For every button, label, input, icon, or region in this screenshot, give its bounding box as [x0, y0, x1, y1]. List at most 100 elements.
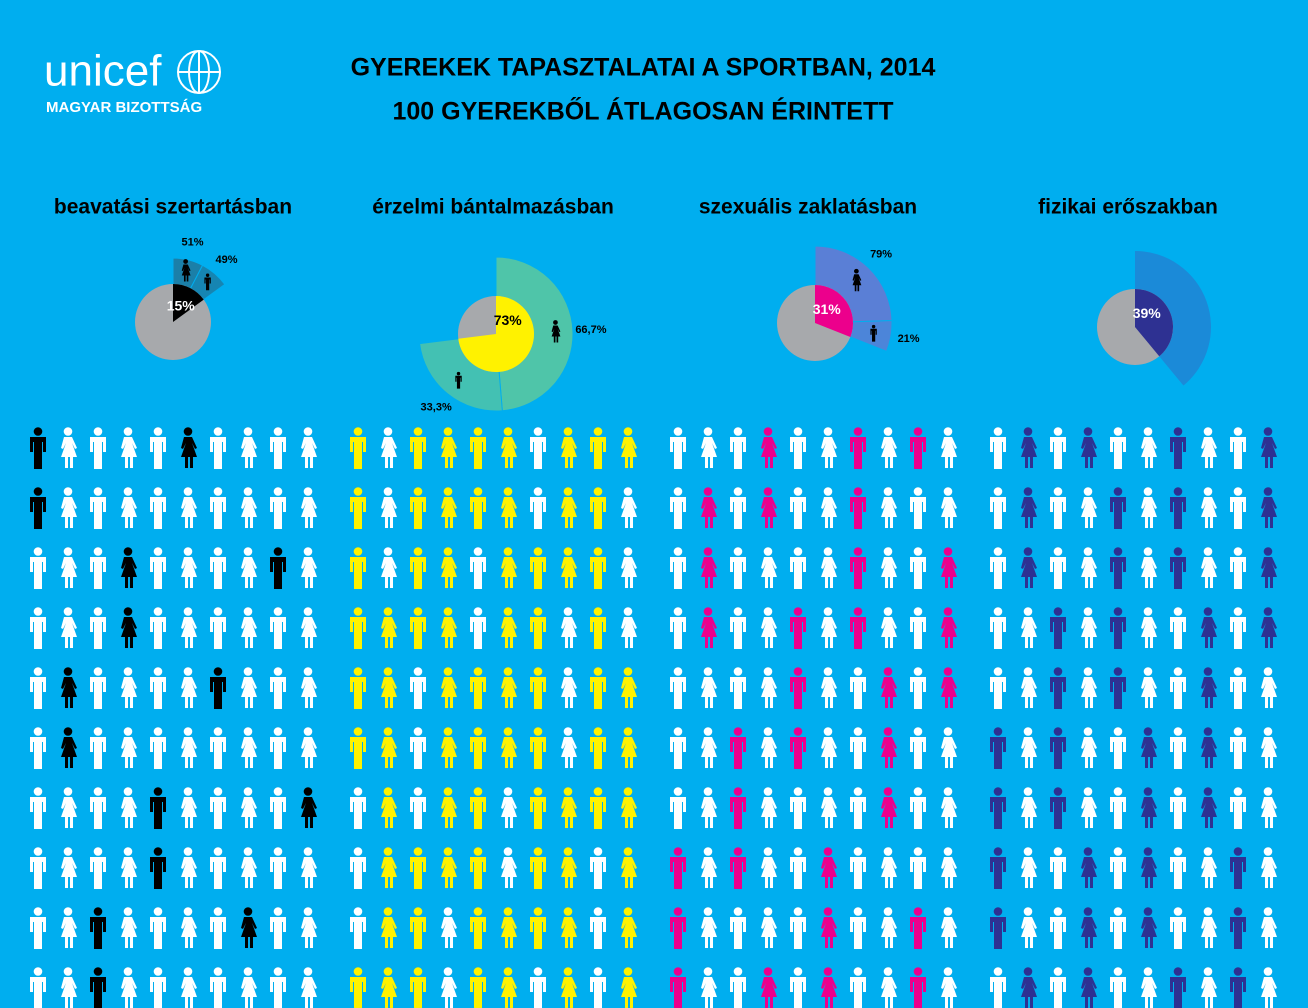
boy-figure: [150, 667, 166, 709]
girl-figure: [621, 967, 637, 1008]
boy-figure: [670, 727, 686, 769]
boy-figure: [350, 667, 366, 709]
girl-figure: [1141, 667, 1157, 708]
girl-figure: [941, 787, 957, 828]
girl-figure: [761, 427, 777, 468]
boy-figure: [530, 427, 546, 469]
boy-figure: [870, 324, 877, 342]
boy-figure: [850, 487, 866, 529]
boy-figure: [1050, 967, 1066, 1008]
panel-title: fizikai erőszakban: [1038, 196, 1218, 219]
girl-figure: [1141, 547, 1157, 588]
girl-figure: [121, 727, 137, 768]
girl-figure: [1081, 547, 1097, 588]
girl-figure: [441, 607, 457, 648]
boy-figure: [470, 487, 486, 529]
girl-figure: [121, 487, 137, 528]
girl-figure: [241, 547, 257, 588]
girl-figure: [701, 547, 717, 588]
girl-figure: [821, 787, 837, 828]
boy-figure: [1230, 547, 1246, 589]
girl-figure: [761, 847, 777, 888]
girl-figure: [881, 487, 897, 528]
boy-figure: [30, 427, 46, 469]
girl-figure: [381, 787, 397, 828]
girl-figure: [761, 547, 777, 588]
girl-figure: [381, 607, 397, 648]
girl-figure: [1141, 607, 1157, 648]
girl-figure: [561, 727, 577, 768]
boy-figure: [910, 427, 926, 469]
girl-figure: [241, 847, 257, 888]
girl-figure: [61, 547, 77, 588]
boy-figure: [90, 487, 106, 529]
girl-figure: [1141, 727, 1157, 768]
girl-figure: [1201, 727, 1217, 768]
girl-figure: [121, 967, 137, 1008]
pie-wedge: [1135, 289, 1173, 357]
girl-figure: [1201, 607, 1217, 648]
boy-figure: [410, 847, 426, 889]
girl-figure: [1081, 727, 1097, 768]
boy-figure: [990, 487, 1006, 529]
girl-figure: [61, 967, 77, 1008]
boy-figure: [670, 847, 686, 889]
boy-figure: [1170, 427, 1186, 469]
boy-figure: [470, 427, 486, 469]
boy-figure: [350, 607, 366, 649]
boy-figure: [1170, 487, 1186, 529]
boy-figure: [990, 847, 1006, 889]
boy-figure: [1050, 487, 1066, 529]
boy-figure: [730, 907, 746, 949]
girl-figure: [701, 607, 717, 648]
boy-figure: [90, 607, 106, 649]
girl-figure: [441, 547, 457, 588]
boy-figure: [790, 667, 806, 709]
boy-figure: [590, 847, 606, 889]
boy-figure: [730, 607, 746, 649]
girl-figure: [121, 547, 137, 588]
boy-figure: [850, 667, 866, 709]
girl-figure: [441, 487, 457, 528]
boy-figure: [1050, 607, 1066, 649]
boy-figure: [1110, 607, 1126, 649]
boy-figure: [210, 847, 226, 889]
boy-figure: [1110, 847, 1126, 889]
boy-figure: [1050, 727, 1066, 769]
boy-figure: [150, 427, 166, 469]
boy-figure: [470, 847, 486, 889]
boy-figure: [670, 547, 686, 589]
girl-figure: [1201, 787, 1217, 828]
boy-figure: [150, 787, 166, 829]
boy-figure: [470, 787, 486, 829]
girl-figure: [1021, 427, 1037, 468]
logo: unicef: [44, 47, 162, 96]
girl-figure: [1141, 787, 1157, 828]
boy-figure: [470, 607, 486, 649]
girl-figure: [1261, 907, 1277, 948]
boy-figure: [1230, 727, 1246, 769]
girl-figure: [501, 787, 517, 828]
title-line: 100 GYEREKBŐL ÁTLAGOSAN ÉRINTETT: [393, 97, 894, 126]
boy-figure: [1050, 847, 1066, 889]
boy-figure: [470, 547, 486, 589]
boy-figure: [990, 607, 1006, 649]
boy-figure: [1050, 787, 1066, 829]
boy-figure: [350, 787, 366, 829]
boy-figure: [210, 667, 226, 709]
girl-figure: [501, 607, 517, 648]
boy-figure: [470, 967, 486, 1008]
boy-figure: [210, 547, 226, 589]
boy-figure: [1230, 667, 1246, 709]
split-label: 33,3%: [421, 402, 452, 414]
girl-figure: [1081, 787, 1097, 828]
girl-figure: [121, 907, 137, 948]
girl-figure: [301, 667, 317, 708]
girl-figure: [61, 727, 77, 768]
girl-figure: [181, 487, 197, 528]
boy-figure: [910, 967, 926, 1008]
boy-figure: [990, 667, 1006, 709]
boy-figure: [990, 727, 1006, 769]
boy-figure: [1170, 727, 1186, 769]
girl-figure: [121, 607, 137, 648]
